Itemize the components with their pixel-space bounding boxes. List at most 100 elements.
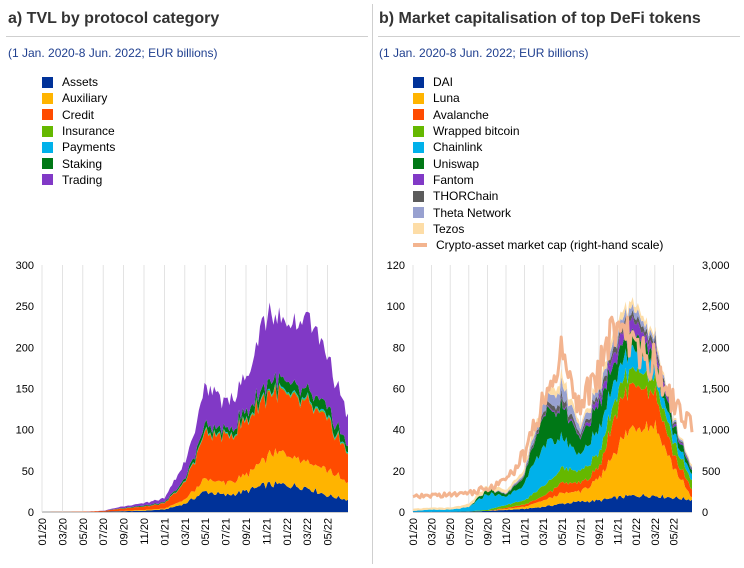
x-tick-label: 01/20 [408,518,420,546]
y-tick-label: 40 [393,425,405,437]
legend-label: Tezos [433,221,465,236]
x-tick-label: 05/20 [78,518,90,546]
x-tick-label: 07/20 [464,518,476,546]
legend-item-staking: Staking [42,155,115,171]
legend-swatch [42,174,53,186]
legend-label: Assets [62,75,99,90]
legend-swatch [413,76,424,88]
chart-1: 01/20 03/20 05/20 07/20 09/20 11/20 01/21 03/21… [387,260,730,546]
legend-item-luna: Luna [413,90,663,106]
legend-line-swatch [413,243,427,248]
panel-a-subtitle: (1 Jan. 2020-8 Jun. 2022; EUR billions) [8,46,218,60]
legend-label: Fantom [433,172,474,187]
panel-b-subtitle: (1 Jan. 2020-8 Jun. 2022; EUR billions) [379,46,589,60]
x-tick-label: 03/20 [57,518,69,546]
legend-swatch [42,141,53,153]
legend-swatch [413,174,424,186]
x-tick-label: 01/21 [520,518,532,546]
y-tick-label: 0 [399,507,405,519]
x-tick-label: 11/21 [261,518,273,545]
legend-swatch [413,109,424,121]
legend-item-credit: Credit [42,107,115,123]
x-tick-label: 11/20 [139,518,151,545]
x-tick-label: 01/20 [37,518,49,546]
legend-label: Trading [62,172,103,187]
legend-swatch [42,76,53,88]
legend-item-dai: DAI [413,74,663,90]
legend-item-tezos: Tezos [413,221,663,237]
legend-label: Theta Network [433,205,512,220]
x-tick-label: 09/20 [482,518,494,546]
legend-label: Luna [433,91,460,106]
x-tick-label: 09/21 [594,518,606,546]
legend-swatch [413,223,424,235]
legend-label: Credit [62,107,95,122]
x-tick-label: 05/22 [668,518,680,546]
x-tick-label: 05/21 [200,518,212,546]
area-auxiliary [42,448,348,512]
legend-item-wrapped-bitcoin: Wrapped bitcoin [413,123,663,139]
y-tick-label: 100 [16,425,34,437]
legend-item-insurance: Insurance [42,123,115,139]
legend-label: DAI [433,75,454,90]
legend-label: Crypto-asset market cap (right-hand scal… [436,238,664,253]
y2-tick-label: 0 [702,507,708,519]
legend-item-thorchain: THORChain [413,188,663,204]
y2-tick-label: 3,000 [702,260,730,272]
legend-item-uniswap: Uniswap [413,155,663,171]
area-luna [413,419,692,512]
legend-item-auxiliary: Auxiliary [42,90,115,106]
x-tick-label: 05/20 [445,518,457,546]
legend-item-payments: Payments [42,139,115,155]
legend-item-fantom: Fantom [413,172,663,188]
legend-item-chainlink: Chainlink [413,139,663,155]
x-tick-label: 03/21 [538,518,550,546]
legend-item-assets: Assets [42,74,115,90]
x-tick-label: 03/22 [650,518,662,546]
y2-tick-label: 500 [702,466,720,478]
y-tick-label: 120 [387,260,405,272]
legend-item-theta-network: Theta Network [413,204,663,220]
y-tick-label: 60 [393,384,405,396]
legend-label: THORChain [433,189,499,204]
legend-swatch [42,158,53,170]
area-thorchain [413,309,692,511]
area-chainlink [413,344,692,512]
y-tick-label: 250 [16,301,34,313]
chart-0: 01/20 03/20 05/20 07/20 09/20 11/20 01/21 03/21… [16,260,348,546]
y2-tick-label: 2,000 [702,342,730,354]
x-tick-label: 05/22 [323,518,335,546]
legend-label: Staking [62,156,103,171]
panel-a-title: a) TVL by protocol category [8,10,220,27]
legend-swatch [413,125,424,137]
x-tick-label: 01/21 [159,518,171,546]
legend-item-crypto-asset-market-cap-right-hand-scale: Crypto-asset market cap (right-hand scal… [413,237,663,253]
x-tick-label: 01/22 [631,518,643,546]
panel-b-title: b) Market capitalisation of top DeFi tok… [379,10,701,27]
panel-a-legend: Assets Auxiliary Credit Insurance Payments St… [42,74,115,188]
x-tick-label: 07/20 [98,518,110,546]
legend-label: Insurance [62,124,115,139]
x-tick-label: 11/20 [501,518,513,545]
legend-label: Payments [62,140,116,155]
area-avalanche [413,382,692,512]
panel-a-title-rule [6,36,368,37]
y-tick-label: 80 [393,342,405,354]
legend-item-avalanche: Avalanche [413,107,663,123]
legend-item-trading: Trading [42,172,115,188]
legend-swatch [413,92,424,104]
legend-swatch [413,158,424,170]
x-tick-label: 03/22 [302,518,314,546]
x-tick-label: 11/21 [613,518,625,545]
legend-label: Avalanche [433,107,489,122]
area-trading [42,302,348,512]
legend-label: Uniswap [433,156,480,171]
legend-swatch [42,125,53,137]
y-tick-label: 200 [16,342,34,354]
x-tick-label: 09/21 [241,518,253,546]
area-credit [42,384,348,512]
panel-divider [372,4,373,564]
x-tick-label: 03/20 [427,518,439,546]
legend-swatch [42,92,53,104]
